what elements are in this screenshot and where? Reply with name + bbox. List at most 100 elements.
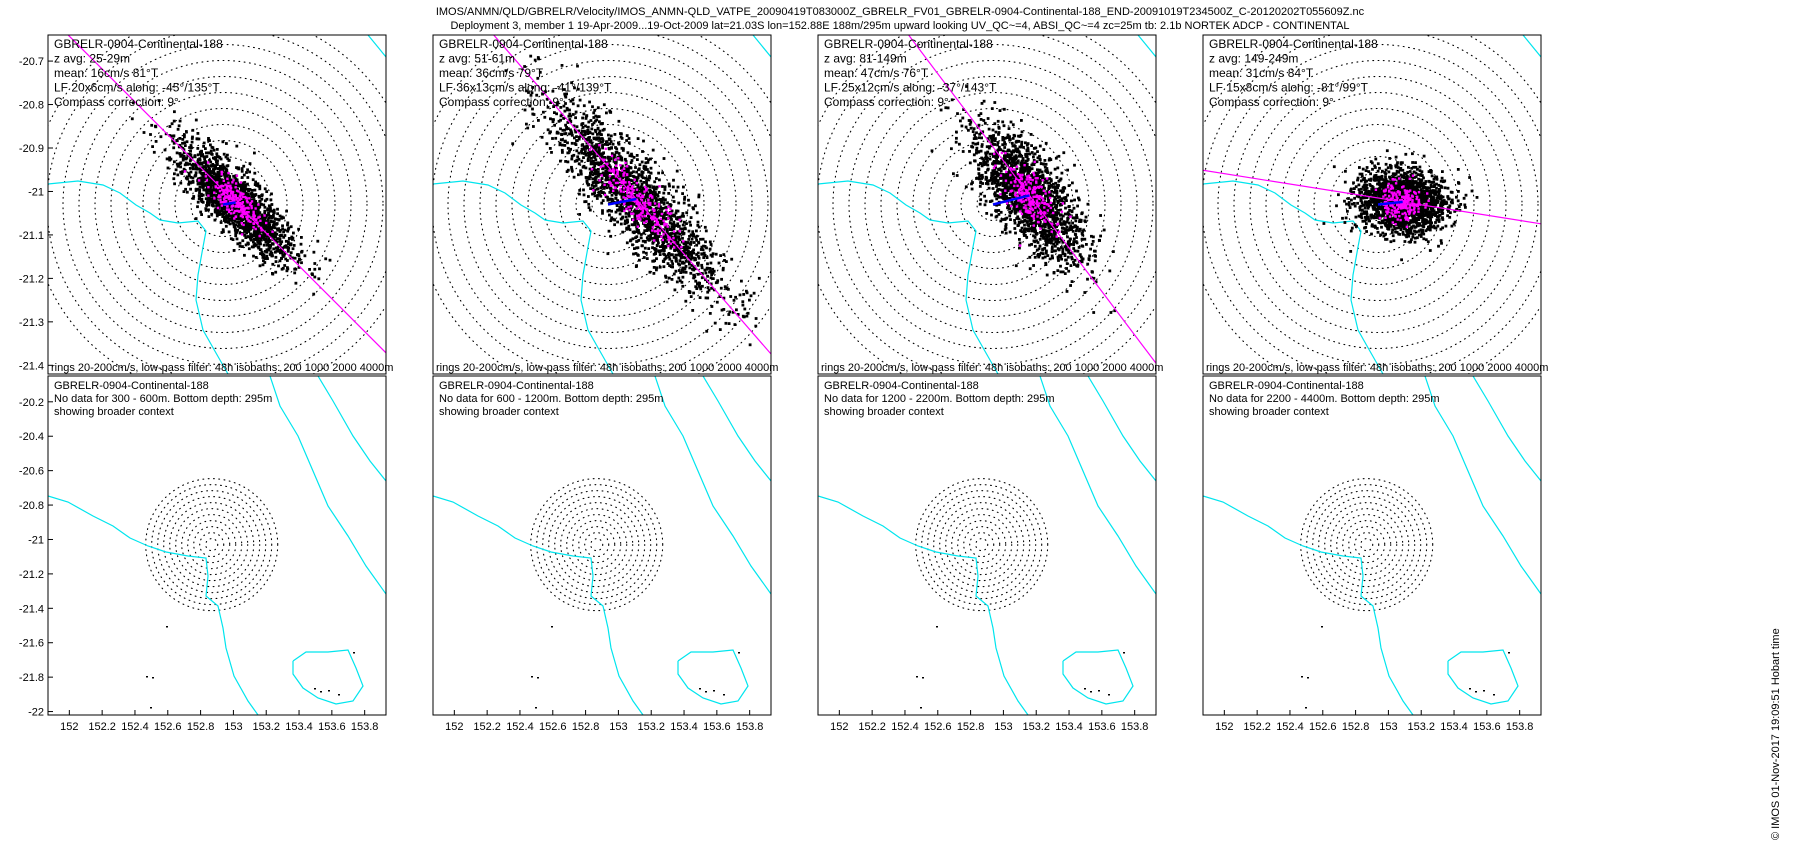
- velocity-point: [297, 254, 301, 258]
- velocity-point: [675, 169, 679, 173]
- velocity-point: [584, 137, 588, 141]
- velocity-point: [647, 193, 650, 196]
- velocity-point: [620, 158, 624, 162]
- velocity-point: [273, 217, 277, 221]
- velocity-point: [246, 224, 250, 228]
- velocity-point: [629, 203, 632, 206]
- lowpass-point: [639, 196, 642, 199]
- velocity-point: [525, 89, 528, 93]
- velocity-point: [700, 276, 704, 280]
- velocity-point: [1045, 273, 1049, 277]
- velocity-point: [991, 187, 995, 190]
- velocity-point: [645, 257, 649, 260]
- velocity-point: [280, 240, 284, 244]
- velocity-point: [258, 199, 262, 203]
- velocity-point: [568, 149, 571, 153]
- velocity-point: [666, 262, 670, 265]
- velocity-point: [672, 200, 676, 203]
- velocity-point: [618, 212, 622, 216]
- velocity-point: [617, 119, 621, 123]
- axes-box: [432, 34, 772, 375]
- velocity-point: [254, 200, 257, 203]
- velocity-point: [660, 220, 664, 224]
- velocity-point: [264, 250, 267, 253]
- velocity-point: [1056, 269, 1060, 272]
- lowpass-point: [227, 208, 230, 211]
- velocity-point: [585, 176, 589, 180]
- velocity-point: [559, 118, 562, 122]
- velocity-point: [590, 157, 593, 160]
- velocity-point: [665, 211, 668, 214]
- velocity-point: [1075, 213, 1078, 217]
- velocity-point: [262, 203, 266, 207]
- velocity-point: [1072, 237, 1076, 241]
- annotation-zavg: z avg: 51-61m: [439, 52, 515, 66]
- velocity-point: [627, 141, 631, 145]
- velocity-point: [610, 217, 613, 221]
- lowpass-point: [625, 165, 629, 168]
- velocity-point: [664, 254, 668, 258]
- velocity-point: [188, 146, 191, 149]
- velocity-point: [608, 213, 611, 217]
- velocity-point: [644, 165, 648, 169]
- velocity-point: [619, 204, 623, 207]
- velocity-point: [665, 205, 669, 209]
- lowpass-point: [225, 200, 228, 203]
- velocity-point: [593, 164, 597, 168]
- velocity-point: [697, 256, 701, 260]
- velocity-point: [682, 261, 686, 265]
- velocity-point: [722, 308, 726, 311]
- velocity-point: [676, 235, 679, 239]
- velocity-point: [1043, 197, 1047, 201]
- velocity-point: [691, 230, 695, 234]
- velocity-point: [684, 265, 688, 268]
- velocity-point: [267, 240, 271, 244]
- lowpass-point: [604, 147, 607, 150]
- velocity-point: [644, 240, 647, 244]
- velocity-point: [655, 202, 658, 206]
- velocity-point: [201, 193, 205, 197]
- velocity-point: [681, 192, 684, 195]
- velocity-point: [710, 305, 714, 308]
- velocity-point: [192, 197, 195, 200]
- velocity-point: [733, 323, 737, 326]
- velocity-point: [587, 137, 590, 140]
- lowpass-point: [644, 185, 647, 189]
- velocity-point: [709, 276, 713, 280]
- velocity-point: [254, 180, 257, 184]
- velocity-point: [595, 150, 599, 153]
- velocity-point: [649, 233, 653, 237]
- velocity-point: [1030, 243, 1033, 246]
- velocity-point: [230, 219, 233, 222]
- lowpass-point: [234, 195, 237, 198]
- velocity-point: [1016, 215, 1020, 219]
- velocity-point: [262, 253, 266, 257]
- velocity-point: [213, 167, 217, 171]
- velocity-point: [204, 162, 208, 166]
- velocity-point: [1072, 206, 1076, 210]
- velocity-point: [695, 243, 699, 247]
- velocity-point: [190, 146, 193, 150]
- velocity-point: [610, 146, 613, 150]
- velocity-point: [588, 167, 592, 171]
- velocity-point: [584, 150, 587, 153]
- lowpass-point: [606, 162, 609, 165]
- velocity-point: [634, 212, 638, 215]
- velocity-point: [187, 172, 191, 175]
- velocity-point: [661, 241, 665, 245]
- lowpass-point: [239, 181, 243, 184]
- velocity-point: [676, 225, 680, 228]
- velocity-point: [574, 130, 578, 134]
- velocity-point: [184, 187, 187, 191]
- velocity-point: [650, 199, 654, 202]
- velocity-point: [543, 115, 547, 119]
- velocity-point: [633, 190, 637, 193]
- lowpass-point: [651, 226, 655, 229]
- velocity-point: [250, 189, 254, 192]
- velocity-point: [281, 247, 284, 250]
- velocity-point: [667, 192, 671, 195]
- velocity-point: [205, 155, 209, 158]
- velocity-point: [620, 202, 624, 205]
- velocity-point: [588, 130, 591, 134]
- velocity-point: [282, 230, 285, 234]
